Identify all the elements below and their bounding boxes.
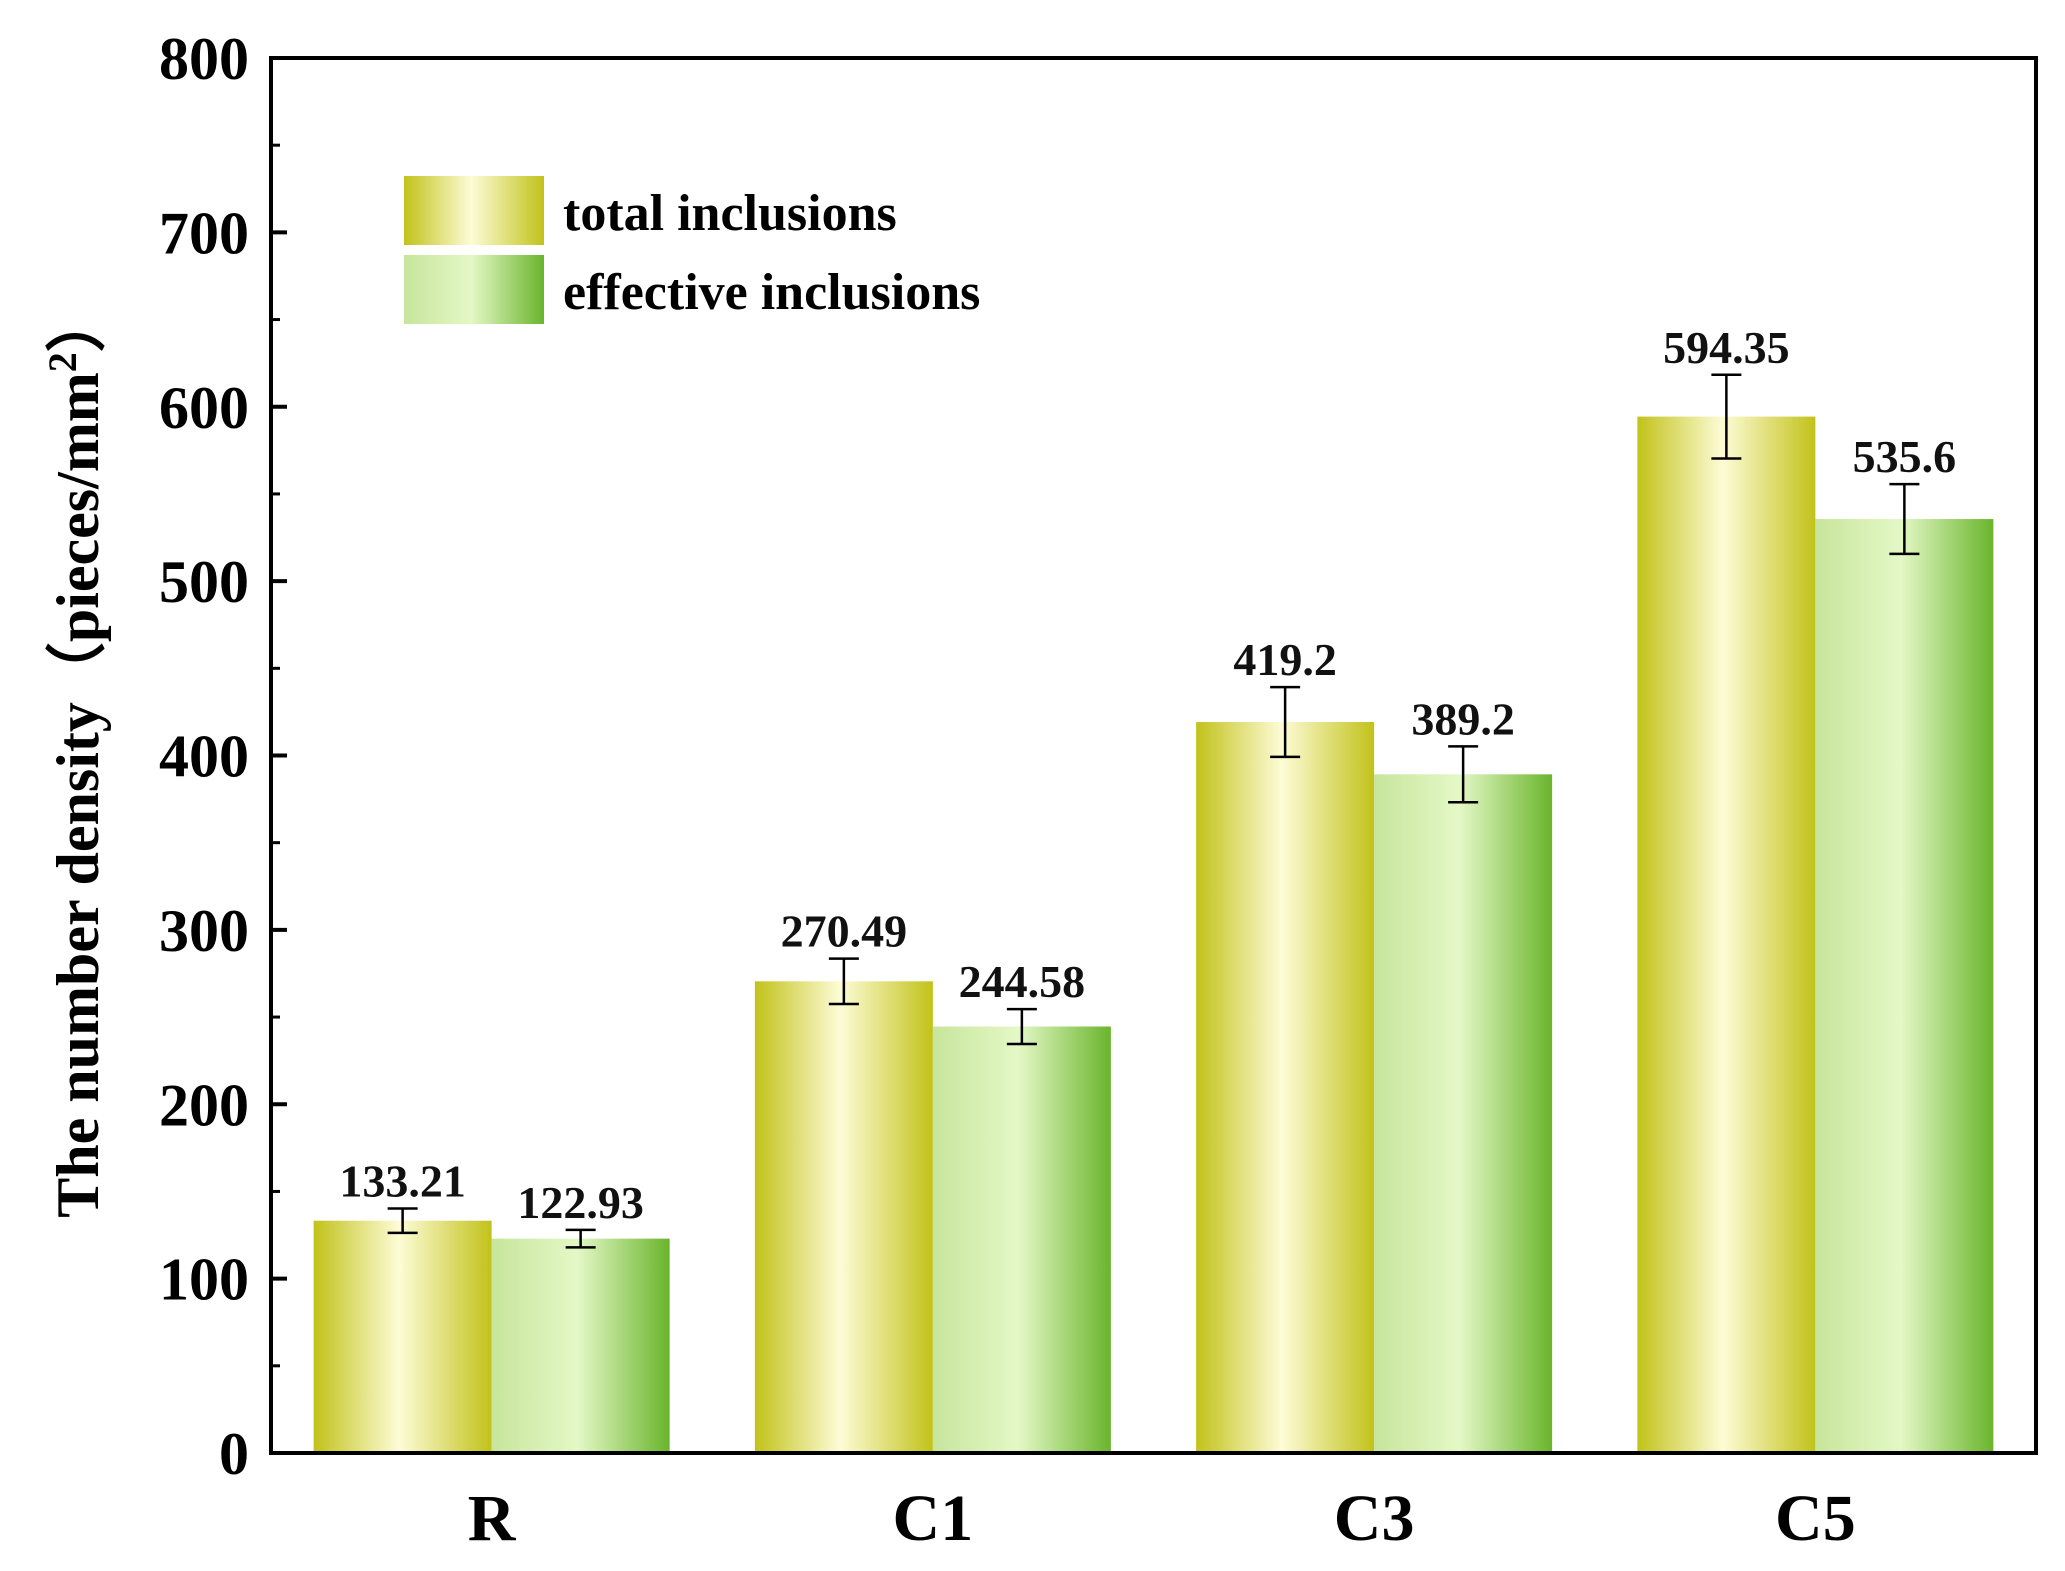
legend: total inclusions effective inclusions	[404, 176, 980, 324]
bars-group	[313, 416, 1994, 1453]
y-tick-label: 300	[159, 898, 249, 964]
data-label-effective-R: 122.93	[517, 1177, 644, 1228]
error-bar-effective-R	[565, 1228, 596, 1249]
data-label-effective-C3: 389.2	[1411, 693, 1515, 744]
error-bar-effective-C3	[1448, 745, 1479, 804]
x-tick-label-C3: C3	[1334, 1482, 1415, 1555]
error-bar-effective-C1	[1006, 1007, 1037, 1046]
y-axis-title: The number density（pieces/mm2）	[40, 292, 112, 1218]
bar-effective-C5	[1815, 519, 1994, 1453]
bar-total-C5	[1637, 416, 1816, 1453]
y-tick-label: 700	[159, 200, 249, 266]
y-tick-label: 100	[159, 1247, 249, 1313]
legend-label-total-inclusions: total inclusions	[563, 185, 897, 242]
y-axis-ticks: 0 100 200 300 400 500 600 700 800	[159, 26, 287, 1487]
bar-effective-C3	[1374, 774, 1553, 1453]
y-tick-label: 500	[159, 549, 249, 615]
bar-total-R	[313, 1220, 492, 1453]
plot-frame	[269, 56, 2038, 1455]
error-bar-total-C3	[1270, 685, 1301, 759]
data-label-total-C1: 270.49	[781, 906, 908, 957]
legend-swatch-effective-inclusions	[404, 255, 544, 324]
data-label-effective-C1: 244.58	[959, 956, 1086, 1007]
x-tick-label-C1: C1	[893, 1482, 974, 1555]
error-bar-total-C1	[828, 957, 859, 1006]
bar-effective-R	[491, 1238, 670, 1453]
data-labels-group: 133.21 122.93 270.49 244.58 419.2 389.2 594.35…	[339, 322, 1956, 1228]
data-label-total-R: 133.21	[339, 1156, 466, 1207]
y-tick-label: 800	[159, 26, 249, 92]
bar-total-C3	[1196, 722, 1375, 1453]
error-bars-group	[387, 373, 1920, 1249]
x-tick-label-C5: C5	[1775, 1482, 1856, 1555]
bar-effective-C1	[932, 1026, 1111, 1453]
x-axis-labels: R C1 C3 C5	[468, 1482, 1856, 1555]
y-axis-title-superscript: 2	[40, 352, 85, 372]
y-tick-label: 400	[159, 724, 249, 790]
error-bar-total-R	[387, 1207, 418, 1235]
data-label-total-C3: 419.2	[1233, 634, 1337, 685]
bar-total-C1	[754, 981, 933, 1453]
x-tick-label-R: R	[468, 1482, 517, 1555]
y-tick-label: 0	[219, 1421, 249, 1487]
data-label-effective-C5: 535.6	[1853, 431, 1957, 482]
error-bar-total-C5	[1711, 373, 1742, 460]
y-tick-label: 600	[159, 375, 249, 441]
error-bar-effective-C5	[1889, 482, 1920, 556]
data-label-total-C5: 594.35	[1663, 322, 1790, 373]
legend-swatch-total-inclusions	[404, 176, 544, 245]
y-tick-label: 200	[159, 1072, 249, 1138]
legend-label-effective-inclusions: effective inclusions	[563, 264, 980, 321]
